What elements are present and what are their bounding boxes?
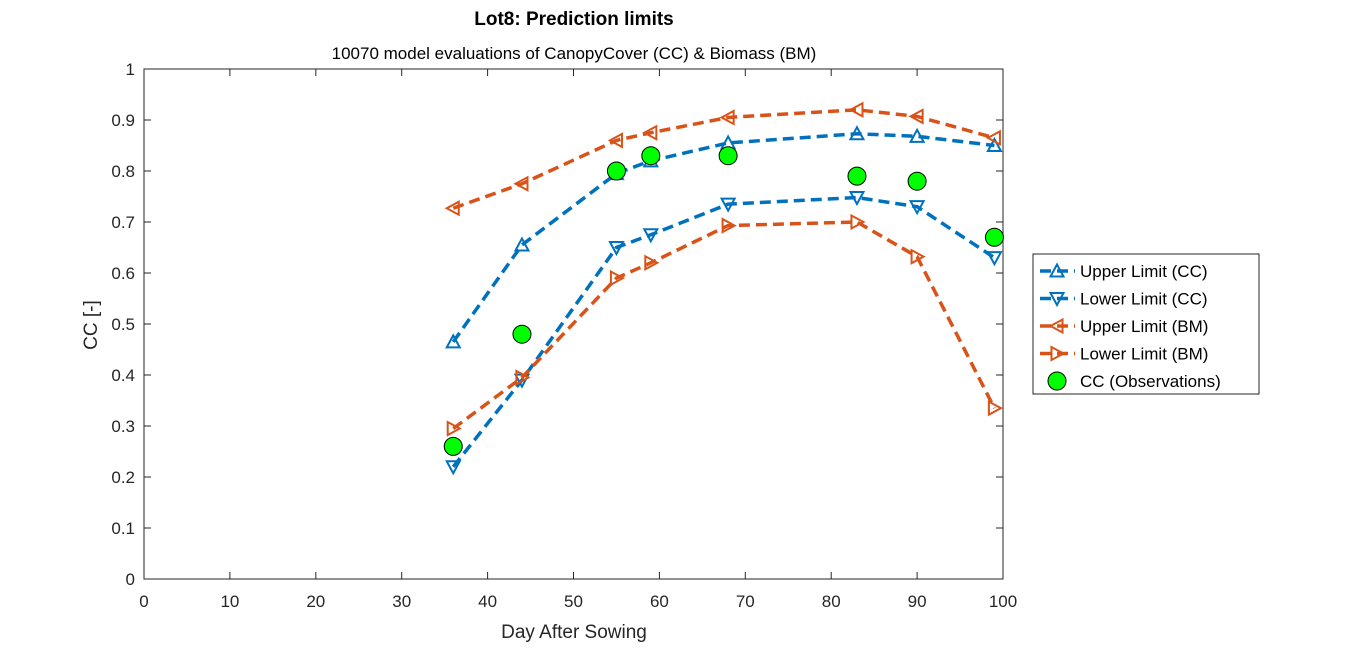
data-point bbox=[719, 109, 735, 126]
data-point bbox=[607, 132, 623, 149]
y-tick-label: 0.5 bbox=[111, 315, 135, 334]
x-tick-label: 30 bbox=[392, 592, 411, 611]
x-tick-label: 100 bbox=[989, 592, 1017, 611]
y-tick-label: 0.7 bbox=[111, 213, 135, 232]
x-tick-label: 10 bbox=[220, 592, 239, 611]
data-point bbox=[642, 228, 659, 244]
y-tick-label: 0.8 bbox=[111, 162, 135, 181]
data-point bbox=[908, 108, 924, 125]
x-tick-label: 20 bbox=[306, 592, 325, 611]
chart-subtitle: 10070 model evaluations of CanopyCover (… bbox=[332, 44, 817, 63]
data-point bbox=[907, 171, 927, 191]
data-point bbox=[443, 436, 463, 456]
data-point bbox=[987, 399, 1004, 417]
data-point bbox=[848, 190, 866, 207]
y-tick-label: 0.2 bbox=[111, 468, 135, 487]
data-point bbox=[908, 200, 926, 216]
x-tick-label: 50 bbox=[564, 592, 583, 611]
data-point bbox=[847, 166, 867, 186]
series-line bbox=[451, 195, 996, 468]
data-point bbox=[609, 269, 626, 287]
data-point bbox=[446, 420, 462, 437]
legend-entry: CC (Observations) bbox=[1080, 372, 1221, 391]
legend-entry: Lower Limit (CC) bbox=[1080, 290, 1208, 309]
data-point bbox=[718, 146, 738, 166]
data-point bbox=[512, 324, 532, 344]
data-point bbox=[445, 460, 462, 476]
series-5 bbox=[443, 146, 1004, 456]
data-point bbox=[986, 136, 1003, 153]
y-tick-label: 0.3 bbox=[111, 417, 135, 436]
series-line bbox=[452, 108, 995, 210]
x-axis-label: Day After Sowing bbox=[501, 622, 647, 643]
series-line bbox=[452, 220, 996, 430]
data-point bbox=[445, 333, 462, 349]
data-point bbox=[984, 227, 1004, 247]
data-point bbox=[515, 369, 531, 386]
legend-entry: Upper Limit (BM) bbox=[1080, 317, 1208, 336]
data-point bbox=[908, 127, 926, 143]
y-tick-label: 1 bbox=[126, 60, 135, 79]
series-4 bbox=[446, 213, 1004, 437]
x-tick-label: 70 bbox=[736, 592, 755, 611]
x-tick-label: 90 bbox=[908, 592, 927, 611]
data-point bbox=[606, 161, 626, 181]
data-point bbox=[910, 248, 926, 265]
legend-box bbox=[1032, 253, 1260, 395]
x-tick-label: 40 bbox=[478, 592, 497, 611]
chart-title: Lot8: Prediction limits bbox=[474, 9, 674, 30]
data-point bbox=[513, 175, 529, 192]
data-point bbox=[848, 101, 864, 118]
legend: Upper Limit (CC) Lower Limit (CC) Upper Li… bbox=[1032, 253, 1260, 395]
y-axis-label: CC [-] bbox=[81, 300, 102, 350]
x-tick-label: 0 bbox=[139, 592, 148, 611]
x-tick-label: 60 bbox=[650, 592, 669, 611]
legend-entry: Lower Limit (BM) bbox=[1080, 345, 1208, 364]
y-tick-label: 0.1 bbox=[111, 519, 135, 538]
y-tick-label: 0.4 bbox=[111, 366, 135, 385]
data-point bbox=[985, 129, 1001, 147]
data-point bbox=[719, 197, 737, 213]
data-point bbox=[850, 213, 866, 231]
y-tick-label: 0.9 bbox=[111, 111, 135, 130]
series-2 bbox=[445, 190, 1003, 476]
legend-swatch-marker bbox=[1050, 345, 1066, 362]
series-3 bbox=[444, 101, 1001, 217]
data-point bbox=[641, 146, 661, 166]
y-tick-label: 0.6 bbox=[111, 264, 135, 283]
data-point bbox=[642, 124, 658, 141]
legend-swatch-marker bbox=[1048, 262, 1066, 278]
legend-entry: Upper Limit (CC) bbox=[1080, 262, 1208, 281]
data-point bbox=[644, 254, 660, 271]
y-tick-label: 0 bbox=[126, 570, 135, 589]
legend-swatch-marker bbox=[1048, 317, 1064, 335]
data-point bbox=[513, 236, 531, 252]
data-point bbox=[721, 217, 737, 234]
data-point bbox=[444, 200, 460, 217]
data-point bbox=[608, 240, 625, 257]
plot-area: 0 10 20 30 40 50 60 70 80 90 100 0 0.1 0.2 0.3 0.4 0.5 0.… bbox=[111, 60, 1017, 611]
data-point bbox=[848, 125, 866, 141]
legend-swatch-marker bbox=[1048, 291, 1066, 308]
legend-swatch-marker bbox=[1047, 371, 1067, 391]
data-point bbox=[986, 251, 1003, 267]
x-tick-label: 80 bbox=[822, 592, 841, 611]
series-line bbox=[451, 132, 995, 343]
